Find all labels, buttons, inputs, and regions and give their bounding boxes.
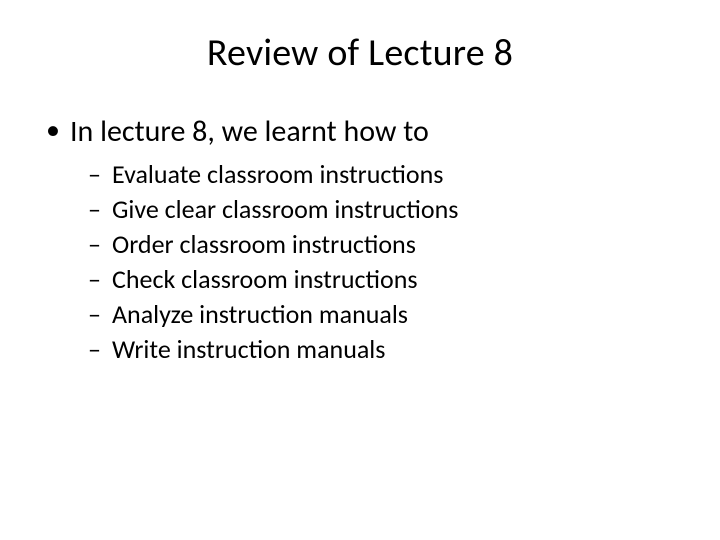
sub-bullet-item: Give clear classroom instructions: [88, 192, 684, 227]
slide-title: Review of Lecture 8: [36, 30, 684, 76]
sub-bullet-item: Evaluate classroom instructions: [88, 157, 684, 192]
sub-bullet-item: Check classroom instructions: [88, 262, 684, 297]
sub-bullet-item: Order classroom instructions: [88, 227, 684, 262]
bullet-list-level2: Evaluate classroom instructions Give cle…: [88, 157, 684, 368]
sub-bullet-item: Write instruction manuals: [88, 332, 684, 367]
slide: Review of Lecture 8 In lecture 8, we lea…: [0, 0, 720, 540]
bullet-text: In lecture 8, we learnt how to: [70, 113, 429, 150]
bullet-list-level1: In lecture 8, we learnt how to Evaluate …: [42, 112, 684, 368]
bullet-item: In lecture 8, we learnt how to Evaluate …: [42, 112, 684, 368]
sub-bullet-item: Analyze instruction manuals: [88, 297, 684, 332]
